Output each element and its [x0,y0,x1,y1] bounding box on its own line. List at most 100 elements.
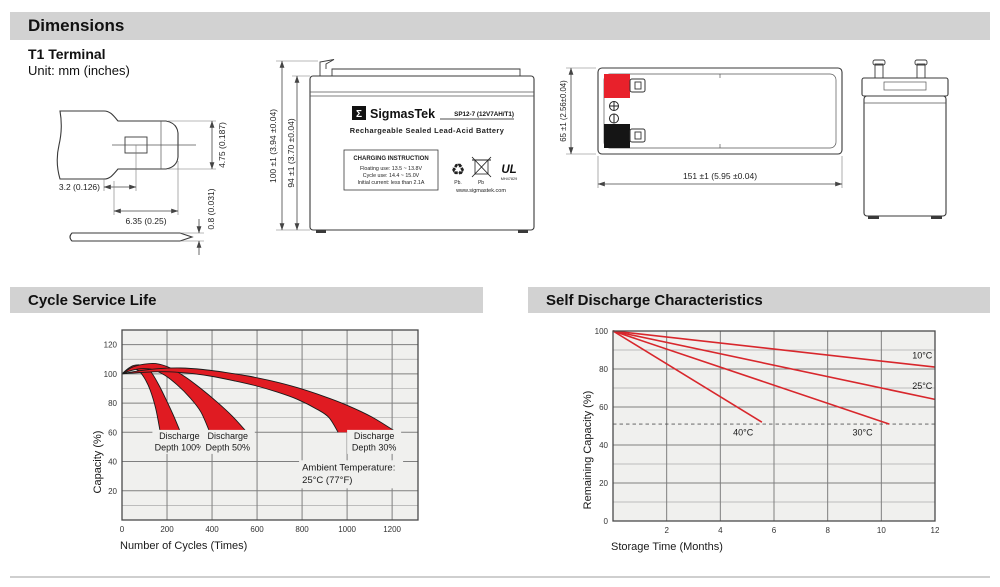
band-fill [122,364,181,433]
y-axis-title: Remaining Capacity (%) [582,391,594,510]
handle-recess [883,81,927,91]
battery-foot [868,216,879,219]
section-header-cycle-service-life: Cycle Service Life [10,287,483,313]
band-upper-outline [121,367,397,433]
negative-terminal [604,124,646,148]
dim-case-height: 94 ±1 (3.70 ±0.04) [286,118,296,188]
bin-caption: Pb [478,180,484,186]
terminal-dimensions: 3.2 (0.126) 6.35 (0.25) 4.75 (0.187) 0.8… [59,120,227,255]
series-label: 30°C [852,428,873,438]
annotation-text: 25°C (77°F) [302,475,352,486]
battery-top-view-drawing: 151 ±1 (5.95 ±0.04) 65 ±1 (2.56±0.04) [559,67,843,188]
dim-tab-width: 6.35 (0.25) [125,216,166,226]
band-label-bg [200,429,255,454]
positive-terminal [604,74,646,98]
model-number: SP12-7 (12V7AH/T1) [454,111,514,118]
section-title: Self Discharge Characteristics [546,291,763,309]
band-label: Depth 30% [352,442,397,452]
band-label: Discharge [208,431,249,441]
dim-width: 65 ±1 (2.56±0.04) [559,80,568,142]
x-tick-label: 800 [295,525,309,534]
temperature-series: 40°C 30°C 25°C 10°C [612,330,936,438]
battery-front-view-drawing: Σ SigmasTek SP12-7 (12V7AH/T1) Rechargea… [268,59,535,233]
battery-foot [316,230,326,233]
section-title: Dimensions [28,16,125,35]
dim-hole-offset: 3.2 (0.126) [59,182,100,192]
plot-border [612,330,936,522]
band-lower-outline [121,371,339,433]
x-tick-label: 0 [120,525,125,534]
brand-logo-icon [352,106,366,120]
band-label: Depth 50% [206,442,251,452]
positive-terminal-pad [604,74,630,98]
x-axis-title: Number of Cycles (Times) [120,540,247,552]
self-discharge-chart: 40°C 30°C 25°C 10°C 0 20 40 60 80 100 2 4 6 8 10 12 Stor… [582,327,940,553]
y-tick-label: 60 [108,428,117,437]
x-axis-title: Storage Time (Months) [611,541,723,553]
charging-title: CHARGING INSTRUCTION [353,156,428,162]
band-label-bg [152,429,207,454]
y-tick-label: 40 [599,441,608,450]
ul-file-number: MH47829 [501,177,517,181]
t1-terminal-detail-drawing: 3.2 (0.126) 6.35 (0.25) 4.75 (0.187) 0.8… [56,110,227,255]
y-tick-label: 100 [104,370,118,379]
band-lower-outline [121,368,211,433]
battery-label: Σ SigmasTek SP12-7 (12V7AH/T1) Rechargea… [343,106,517,194]
grid-lines [613,331,935,521]
charging-instruction-box [343,149,439,191]
y-tick-label: 40 [108,458,117,467]
annotation-bg [299,460,404,489]
end-terminal [872,59,886,79]
crossed-bin-pb-icon [471,156,492,178]
website: www.sigmastek.com [455,188,506,194]
x-tick-label: 12 [931,526,940,535]
dim-total-height: 100 ±1 (3.94 ±0.04) [268,109,278,183]
band-fill [122,363,247,433]
battery-end-view-drawing [861,59,949,219]
charging-line-1: Floating use: 13.5 ~ 13.8V [360,166,422,172]
y-tick-label: 20 [599,479,608,488]
page-footer-rule [10,576,990,578]
x-tick-label: 1200 [383,525,401,534]
x-tick-label: 1000 [338,525,356,534]
y-tick-label: 0 [604,517,609,526]
x-tick-label: 200 [160,525,174,534]
series-label: 25°C [912,381,933,391]
brand-logo-glyph: Σ [356,109,362,120]
y-tick-label: 80 [108,399,117,408]
unit-note: Unit: mm (inches) [28,63,130,78]
y-tick-label: 20 [108,487,117,496]
end-view-case [861,59,949,219]
series-label: 40°C [733,428,754,438]
battery-foot [931,216,942,219]
recycle-pb-icon: ♻ [451,162,465,179]
charging-line-3: Initial current: less than 2.1A [358,180,425,186]
negative-terminal-icon [609,113,619,124]
y-tick-label: 120 [104,341,118,350]
y-tick-label: 100 [595,327,609,336]
series-line [612,330,936,368]
annotation-text: Ambient Temperature: [302,462,395,473]
x-tick-label: 600 [250,525,264,534]
positive-terminal-icon [609,101,619,111]
band-label: Depth 100% [155,442,205,452]
x-tick-label: 8 [825,526,830,535]
x-tick-label: 6 [772,526,777,535]
x-tick-label: 4 [718,526,723,535]
band-label-bg [347,429,402,454]
label-subtitle: Rechargeable Sealed Lead-Acid Battery [350,126,505,135]
series-line [612,330,890,425]
dim-thickness: 0.8 (0.031) [206,188,216,229]
series-line [612,330,936,401]
x-tick-label: 10 [877,526,886,535]
y-tick-label: 80 [599,365,608,374]
plot-border [121,329,419,521]
series-label: 10°C [912,351,933,361]
band-label: Discharge [354,431,395,441]
band-upper-outline [121,364,181,433]
axis-ticks: 0 20 40 60 80 100 2 4 6 8 10 12 [595,327,940,535]
band-label: Discharge [159,431,200,441]
